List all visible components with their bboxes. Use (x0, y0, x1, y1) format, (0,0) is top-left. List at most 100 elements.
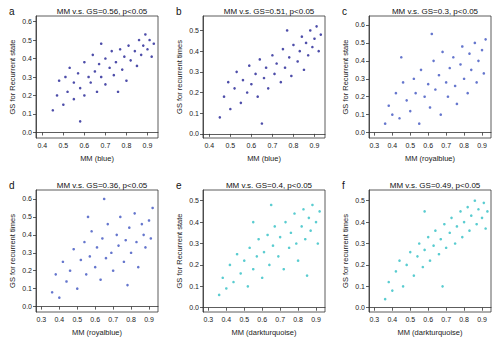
svg-text:b: b (176, 6, 182, 17)
svg-text:0.5: 0.5 (355, 39, 365, 46)
svg-text:0.2: 0.2 (22, 92, 32, 99)
svg-text:0.6: 0.6 (90, 316, 100, 323)
svg-text:0.1: 0.1 (355, 111, 365, 118)
svg-text:a: a (9, 6, 15, 17)
svg-text:0.4: 0.4 (189, 48, 199, 55)
svg-text:0.3: 0.3 (22, 74, 32, 81)
svg-text:0.4: 0.4 (387, 142, 397, 149)
svg-text:0.5: 0.5 (72, 316, 82, 323)
svg-text:GS for Recurrent state: GS for Recurrent state (8, 39, 17, 114)
svg-text:0.7: 0.7 (101, 142, 111, 149)
svg-text:MM v.s. GS=0.49, p<0.05: MM v.s. GS=0.49, p<0.05 (390, 181, 481, 190)
svg-text:0.4: 0.4 (204, 142, 214, 149)
svg-text:0.6: 0.6 (257, 316, 267, 323)
svg-text:0.4: 0.4 (355, 219, 365, 226)
svg-text:0.7: 0.7 (268, 142, 278, 149)
svg-text:0.3: 0.3 (37, 316, 47, 323)
svg-text:0.3: 0.3 (189, 240, 199, 247)
svg-text:0.4: 0.4 (22, 55, 32, 62)
svg-text:0.6: 0.6 (423, 316, 433, 323)
svg-text:0.1: 0.1 (355, 283, 365, 290)
svg-text:0.8: 0.8 (122, 142, 132, 149)
svg-text:0.5: 0.5 (225, 142, 235, 149)
svg-text:GS for recurrent times: GS for recurrent times (175, 40, 184, 114)
svg-text:0.5: 0.5 (22, 213, 32, 220)
svg-text:0.6: 0.6 (423, 142, 433, 149)
svg-text:0.1: 0.1 (22, 285, 32, 292)
svg-text:0.0: 0.0 (355, 129, 365, 136)
svg-text:0.0: 0.0 (22, 129, 32, 136)
svg-text:0.9: 0.9 (144, 316, 154, 323)
svg-text:0.3: 0.3 (355, 75, 365, 82)
svg-text:MM v.s. GS=0.3, p<0.05: MM v.s. GS=0.3, p<0.05 (392, 7, 479, 16)
svg-text:0.3: 0.3 (355, 240, 365, 247)
svg-text:0.7: 0.7 (441, 316, 451, 323)
svg-text:0.3: 0.3 (370, 316, 380, 323)
svg-text:0.6: 0.6 (22, 18, 32, 25)
svg-text:MM (darkturquoise): MM (darkturquoise) (231, 328, 297, 337)
svg-text:MM v.s. GS=0.4, p<0.05: MM v.s. GS=0.4, p<0.05 (226, 181, 313, 190)
svg-text:0.4: 0.4 (355, 57, 365, 64)
svg-text:0.5: 0.5 (355, 197, 365, 204)
svg-text:0.2: 0.2 (22, 267, 32, 274)
svg-text:MM (blue): MM (blue) (247, 154, 281, 163)
svg-text:d: d (9, 180, 15, 191)
svg-text:f: f (342, 180, 345, 191)
svg-text:0.7: 0.7 (441, 142, 451, 149)
svg-text:0.0: 0.0 (189, 304, 199, 311)
svg-text:MM v.s. GS=0.56, p<0.05: MM v.s. GS=0.56, p<0.05 (57, 7, 148, 16)
svg-text:0.5: 0.5 (239, 316, 249, 323)
svg-text:0.1: 0.1 (22, 110, 32, 117)
svg-text:0.5: 0.5 (405, 142, 415, 149)
svg-text:0.8: 0.8 (126, 316, 136, 323)
svg-text:e: e (176, 180, 182, 191)
svg-text:0.5: 0.5 (405, 316, 415, 323)
svg-text:0.4: 0.4 (37, 142, 47, 149)
svg-text:0.2: 0.2 (355, 261, 365, 268)
svg-text:0.7: 0.7 (275, 316, 285, 323)
svg-text:0.2: 0.2 (189, 89, 199, 96)
svg-text:0.0: 0.0 (189, 130, 199, 137)
svg-text:0.7: 0.7 (108, 316, 118, 323)
svg-text:0.0: 0.0 (355, 304, 365, 311)
svg-text:0.9: 0.9 (477, 316, 487, 323)
svg-text:MM v.s. GS=0.51, p<0.05: MM v.s. GS=0.51, p<0.05 (224, 7, 315, 16)
svg-text:0.1: 0.1 (189, 283, 199, 290)
svg-text:0.3: 0.3 (204, 316, 214, 323)
svg-text:0.9: 0.9 (311, 316, 321, 323)
svg-text:0.4: 0.4 (22, 231, 32, 238)
svg-text:0.5: 0.5 (22, 37, 32, 44)
svg-text:0.3: 0.3 (189, 68, 199, 75)
svg-text:GS for recurrent times: GS for recurrent times (8, 214, 17, 288)
svg-text:0.9: 0.9 (143, 142, 153, 149)
svg-text:0.5: 0.5 (189, 27, 199, 34)
svg-text:0.3: 0.3 (22, 249, 32, 256)
svg-text:MM (royalblue): MM (royalblue) (405, 154, 456, 163)
svg-text:MM (darkturquoise): MM (darkturquoise) (397, 328, 463, 337)
svg-text:MM (royalblue): MM (royalblue) (72, 328, 123, 337)
svg-text:0.0: 0.0 (22, 303, 32, 310)
svg-text:0.8: 0.8 (459, 142, 469, 149)
svg-text:c: c (342, 6, 347, 17)
svg-text:0.2: 0.2 (189, 261, 199, 268)
svg-text:MM (blue): MM (blue) (80, 154, 114, 163)
svg-text:GS for Recurrent state: GS for Recurrent state (341, 39, 350, 114)
svg-text:0.4: 0.4 (387, 316, 397, 323)
svg-text:0.5: 0.5 (58, 142, 68, 149)
svg-text:0.1: 0.1 (189, 110, 199, 117)
svg-text:0.4: 0.4 (54, 316, 64, 323)
svg-text:0.3: 0.3 (370, 142, 380, 149)
svg-text:0.8: 0.8 (289, 142, 299, 149)
svg-text:0.6: 0.6 (355, 21, 365, 28)
svg-text:0.8: 0.8 (293, 316, 303, 323)
svg-text:0.4: 0.4 (221, 316, 231, 323)
svg-text:GS for recurrent times: GS for recurrent times (341, 214, 350, 288)
svg-text:0.6: 0.6 (22, 195, 32, 202)
svg-text:0.9: 0.9 (310, 142, 320, 149)
svg-text:GS for Recurrent state: GS for Recurrent state (175, 213, 184, 288)
svg-text:0.5: 0.5 (189, 197, 199, 204)
svg-text:0.6: 0.6 (80, 142, 90, 149)
svg-text:0.4: 0.4 (189, 219, 199, 226)
svg-text:0.6: 0.6 (247, 142, 257, 149)
svg-text:0.2: 0.2 (355, 93, 365, 100)
